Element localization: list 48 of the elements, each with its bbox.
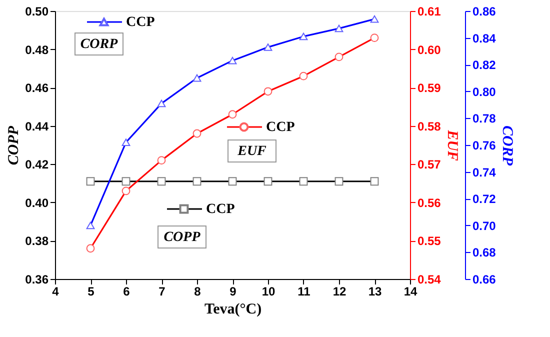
x-tick-label: 6 xyxy=(123,284,130,298)
y-tick-label: 0.36 xyxy=(25,272,49,286)
y3-tick-label: 0.74 xyxy=(472,165,496,180)
annotation: EUF xyxy=(236,144,268,159)
y2-tick-label: 0.57 xyxy=(418,158,442,172)
y2-tick-label: 0.59 xyxy=(418,81,442,96)
x-tick-label: 10 xyxy=(262,284,276,298)
y2-tick-label: 0.55 xyxy=(418,234,442,248)
annotation: CORP xyxy=(80,37,118,52)
x-tick-label: 9 xyxy=(230,284,237,298)
y3-tick-label: 0.82 xyxy=(472,58,496,72)
x-tick-label: 7 xyxy=(158,284,166,298)
y3-tick-label: 0.68 xyxy=(472,246,496,260)
y2-tick-label: 0.58 xyxy=(418,119,442,134)
legend-label: CCP xyxy=(126,15,156,30)
x-tick-label: 4 xyxy=(52,284,60,298)
y-tick-label: 0.50 xyxy=(25,4,49,18)
y2-tick-label: 0.54 xyxy=(418,272,442,286)
x-tick-label: 12 xyxy=(332,284,346,298)
x-axis-title: Teva(°C) xyxy=(204,302,262,318)
y-tick-label: 0.48 xyxy=(25,42,49,57)
y2-tick-label: 0.61 xyxy=(418,4,442,18)
y3-tick-label: 0.76 xyxy=(472,138,496,152)
y2-axis-title: EUF xyxy=(444,129,460,161)
annotation: COPP xyxy=(164,230,201,245)
y-tick-label: 0.38 xyxy=(25,234,49,248)
legend-label: CCP xyxy=(266,120,296,135)
y2-tick-label: 0.60 xyxy=(418,42,442,57)
y-tick-label: 0.40 xyxy=(25,196,49,210)
y3-tick-label: 0.86 xyxy=(472,4,496,18)
y-axis-title: COPP xyxy=(6,125,22,166)
y3-tick-label: 0.78 xyxy=(472,112,496,126)
y2-tick-label: 0.56 xyxy=(418,196,442,210)
x-tick-label: 11 xyxy=(298,284,311,298)
x-tick-label: 5 xyxy=(88,284,95,298)
x-tick-label: 8 xyxy=(194,284,202,298)
y3-tick-label: 0.70 xyxy=(472,218,496,233)
y3-tick-label: 0.80 xyxy=(472,84,496,99)
y-tick-label: 0.44 xyxy=(25,119,49,134)
y-tick-label: 0.42 xyxy=(25,158,49,172)
x-tick-label: 13 xyxy=(368,284,382,298)
y3-tick-label: 0.72 xyxy=(472,192,496,206)
y-tick-label: 0.46 xyxy=(25,81,49,96)
x-tick-label: 14 xyxy=(404,284,418,298)
y3-tick-label: 0.84 xyxy=(472,31,496,46)
y3-tick-label: 0.66 xyxy=(472,272,496,286)
legend-label: CCP xyxy=(206,202,236,217)
y3-axis-title: CORP xyxy=(498,125,515,166)
